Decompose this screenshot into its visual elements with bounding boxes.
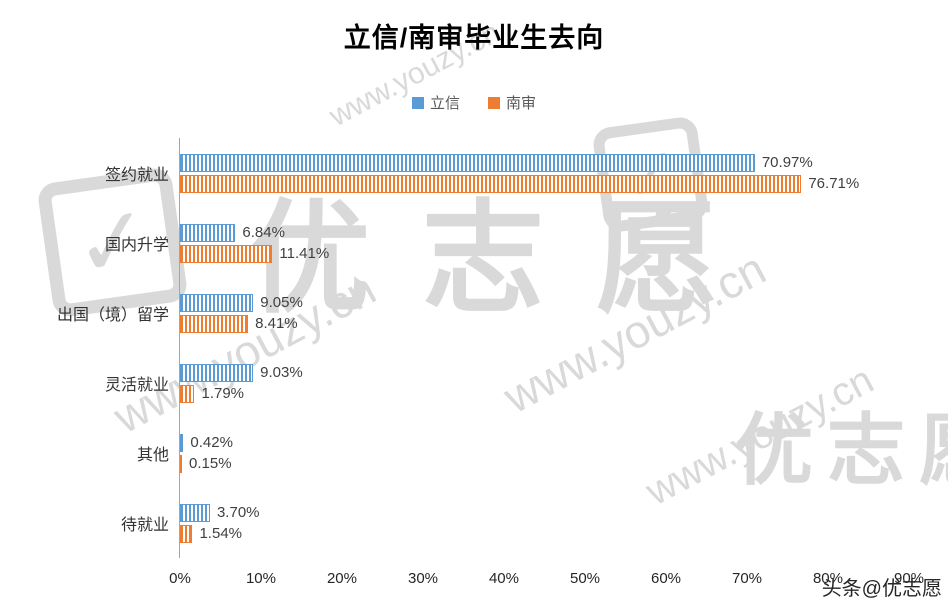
bar-line: 9.03% — [180, 363, 909, 382]
legend-item-lixin: 立信 — [411, 92, 460, 113]
bar-group: 0.42% 0.15% — [180, 418, 909, 488]
legend-swatch-nanshen — [488, 96, 500, 109]
value-label: 9.05% — [260, 294, 303, 311]
bar-line: 9.05% — [180, 293, 909, 312]
x-tick-label: 90% — [893, 570, 925, 587]
value-label: 76.71% — [808, 175, 860, 192]
bar-南审 — [180, 384, 195, 403]
legend-item-nanshen: 南审 — [488, 92, 536, 113]
bar-line: 0.42% — [180, 433, 909, 452]
category-labels: 签约就业国内升学出国（境）留学灵活就业其他待就业 — [0, 138, 179, 558]
bar-group: 9.03% 1.79% — [180, 348, 909, 418]
bar-line: 6.84% — [180, 223, 909, 242]
x-tick-label: 10% — [245, 570, 276, 587]
bar-南审 — [180, 454, 182, 473]
bar-group: 9.05% 8.41% — [180, 278, 909, 348]
bar-南审 — [180, 314, 249, 333]
legend-label-nanshen: 南审 — [506, 95, 537, 112]
x-tick-label: 50% — [569, 570, 601, 587]
bar-group: 70.97% 76.71% — [180, 138, 909, 208]
bar-立信 — [180, 503, 210, 522]
x-tick-label: 80% — [812, 570, 843, 587]
x-tick-label: 40% — [488, 570, 519, 587]
bar-line: 3.70% — [180, 503, 909, 522]
bar-line: 1.54% — [180, 524, 909, 543]
category-label: 出国（境）留学 — [56, 307, 169, 324]
value-label: 0.42% — [190, 434, 233, 451]
category-label: 签约就业 — [104, 167, 169, 184]
bar-立信 — [180, 363, 254, 382]
value-label: 3.70% — [216, 504, 260, 521]
value-label: 11.41% — [279, 245, 330, 262]
bar-南审 — [180, 244, 273, 263]
bar-南审 — [180, 524, 193, 543]
plot-area: 70.97% 76.71% 6.84% 11.41% 9.05% 8.41% 9.03% 1.… — [169, 138, 924, 587]
bar-立信 — [180, 153, 755, 172]
source-attribution: 头条@优志愿 — [821, 578, 942, 600]
legend: 立信 南审 — [0, 92, 948, 113]
value-label: 1.79% — [201, 385, 245, 402]
value-label: 8.41% — [255, 315, 298, 332]
bar-line: 11.41% — [180, 244, 909, 263]
legend-swatch-lixin — [411, 96, 424, 109]
category-label: 国内升学 — [104, 237, 169, 254]
x-tick-label: 60% — [650, 570, 682, 587]
bar-group: 6.84% 11.41% — [180, 208, 909, 278]
x-tick-label: 30% — [407, 570, 439, 587]
x-tick-label: 20% — [326, 570, 357, 587]
value-label: 70.97% — [761, 154, 813, 171]
category-label: 其他 — [136, 447, 169, 464]
legend-label-lixin: 立信 — [429, 95, 460, 112]
x-tick-label: 70% — [731, 570, 763, 587]
bar-立信 — [180, 433, 184, 452]
bar-立信 — [180, 223, 236, 242]
x-axis: 0% 10% 20% 30% 40% 50% 60% 70% 80% 90% — [169, 562, 924, 592]
chart-title: 立信/南审毕业生去向 — [343, 23, 605, 53]
bar-chart: 签约就业国内升学出国（境）留学灵活就业其他待就业 70.97% 76.71% 6.8… — [0, 138, 948, 587]
bar-line: 76.71% — [180, 174, 909, 193]
bar-line: 70.97% — [180, 153, 909, 172]
category-label: 待就业 — [120, 517, 169, 534]
category-label: 灵活就业 — [104, 377, 169, 394]
bar-line: 1.79% — [180, 384, 909, 403]
bar-group: 3.70% 1.54% — [180, 488, 909, 558]
bar-line: 0.15% — [180, 454, 909, 473]
bar-立信 — [180, 293, 254, 312]
value-label: 1.54% — [199, 525, 243, 542]
value-label: 0.15% — [189, 455, 232, 472]
value-label: 9.03% — [260, 364, 303, 381]
value-label: 6.84% — [242, 224, 285, 241]
bar-line: 8.41% — [180, 314, 909, 333]
bar-rows: 70.97% 76.71% 6.84% 11.41% 9.05% 8.41% 9.03% 1.… — [180, 138, 909, 558]
x-tick-label: 0% — [169, 570, 191, 587]
bar-南审 — [180, 174, 802, 193]
